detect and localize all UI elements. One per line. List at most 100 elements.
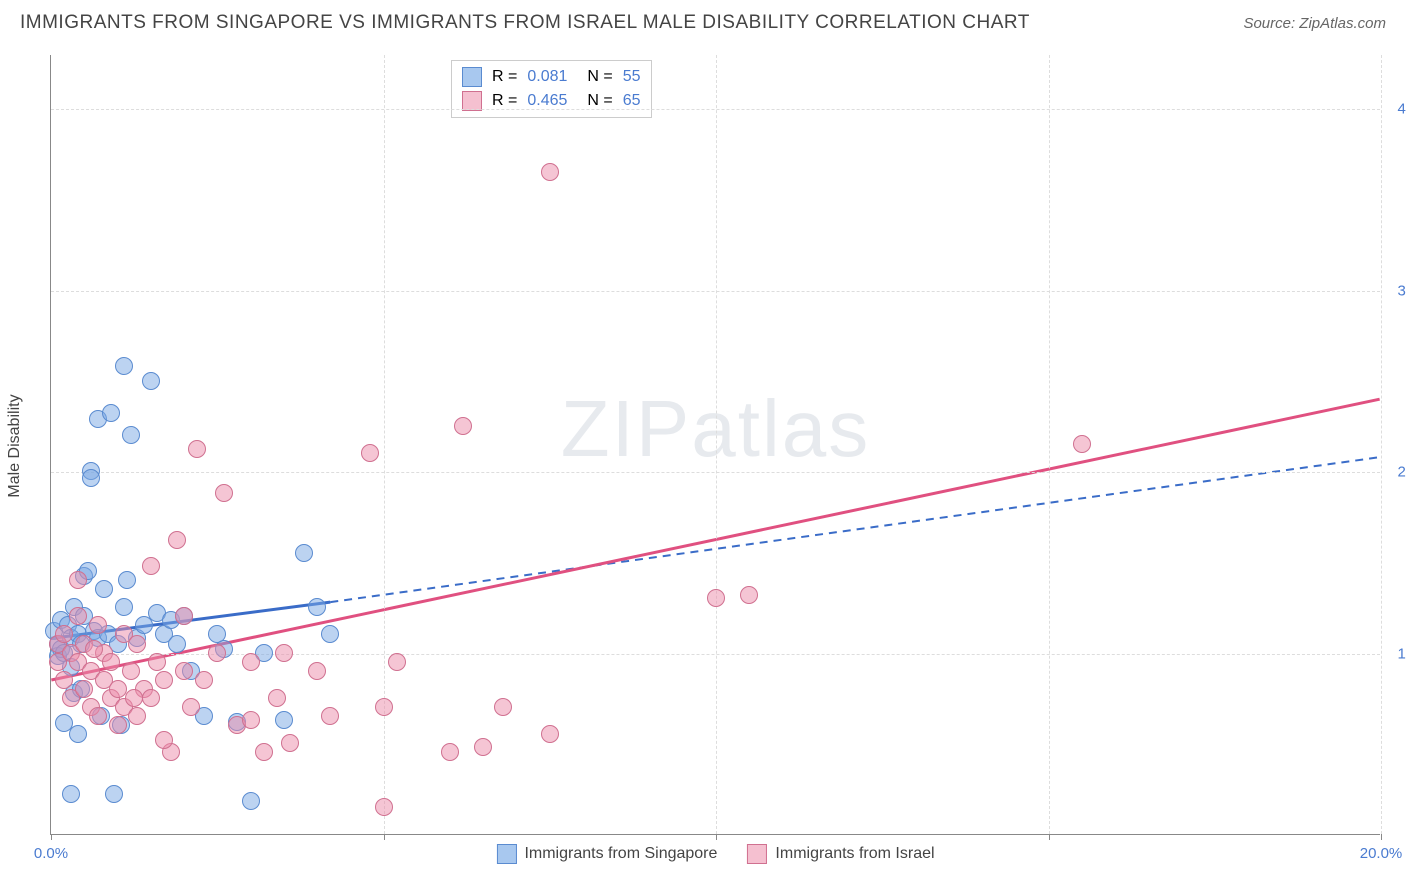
data-point-singapore <box>82 469 100 487</box>
data-point-israel <box>375 798 393 816</box>
data-point-singapore <box>295 544 313 562</box>
swatch-israel <box>462 91 482 111</box>
data-point-israel <box>148 653 166 671</box>
data-point-israel <box>142 557 160 575</box>
data-point-israel <box>195 671 213 689</box>
data-point-singapore <box>168 635 186 653</box>
data-point-israel <box>441 743 459 761</box>
swatch-singapore <box>462 67 482 87</box>
data-point-singapore <box>105 785 123 803</box>
data-point-israel <box>182 698 200 716</box>
data-point-israel <box>109 680 127 698</box>
data-point-israel <box>155 731 173 749</box>
xtick-label: 0.0% <box>34 845 68 862</box>
n-label: N = <box>587 92 612 110</box>
xtick-label: 20.0% <box>1360 845 1403 862</box>
data-point-israel <box>175 607 193 625</box>
n-label: N = <box>587 68 612 86</box>
data-point-israel <box>740 586 758 604</box>
data-point-israel <box>102 653 120 671</box>
data-point-israel <box>242 653 260 671</box>
xtick-mark <box>1049 834 1050 840</box>
ytick-label: 20.0% <box>1385 464 1406 481</box>
data-point-israel <box>268 689 286 707</box>
data-point-israel <box>122 662 140 680</box>
r-value: 0.465 <box>527 92 567 110</box>
data-point-israel <box>388 653 406 671</box>
data-point-israel <box>494 698 512 716</box>
data-point-singapore <box>69 725 87 743</box>
data-point-israel <box>242 711 260 729</box>
r-label: R = <box>492 68 517 86</box>
legend-item-singapore: Immigrants from Singapore <box>496 844 717 864</box>
data-point-israel <box>707 589 725 607</box>
legend-row-singapore: R = 0.081 N = 55 <box>462 65 641 89</box>
data-point-israel <box>1073 435 1091 453</box>
legend-item-israel: Immigrants from Israel <box>747 844 934 864</box>
y-axis-label: Male Disability <box>6 394 24 497</box>
data-point-israel <box>175 662 193 680</box>
data-point-singapore <box>95 580 113 598</box>
data-point-israel <box>69 571 87 589</box>
data-point-israel <box>89 616 107 634</box>
data-point-israel <box>155 671 173 689</box>
n-value: 65 <box>623 92 641 110</box>
ytick-label: 10.0% <box>1385 645 1406 662</box>
xtick-mark <box>716 834 717 840</box>
data-point-israel <box>168 531 186 549</box>
data-point-israel <box>188 440 206 458</box>
ytick-label: 40.0% <box>1385 101 1406 118</box>
n-value: 55 <box>623 68 641 86</box>
data-point-israel <box>55 671 73 689</box>
data-point-israel <box>128 707 146 725</box>
data-point-israel <box>208 644 226 662</box>
plot-area: ZIPatlas R = 0.081 N = 55 R = 0.465 N = … <box>50 55 1380 835</box>
ytick-label: 30.0% <box>1385 282 1406 299</box>
data-point-singapore <box>62 785 80 803</box>
data-point-israel <box>75 680 93 698</box>
data-point-singapore <box>102 404 120 422</box>
data-point-israel <box>375 698 393 716</box>
data-point-singapore <box>142 372 160 390</box>
legend-label: Immigrants from Singapore <box>524 845 717 863</box>
r-value: 0.081 <box>527 68 567 86</box>
data-point-singapore <box>122 426 140 444</box>
data-point-singapore <box>275 711 293 729</box>
source-label: Source: ZipAtlas.com <box>1243 15 1386 32</box>
r-label: R = <box>492 92 517 110</box>
data-point-israel <box>541 163 559 181</box>
data-point-israel <box>474 738 492 756</box>
data-point-israel <box>85 640 103 658</box>
data-point-singapore <box>115 598 133 616</box>
data-point-singapore <box>115 357 133 375</box>
data-point-israel <box>55 625 73 643</box>
data-point-israel <box>361 444 379 462</box>
header: IMMIGRANTS FROM SINGAPORE VS IMMIGRANTS … <box>0 0 1406 42</box>
data-point-israel <box>541 725 559 743</box>
gridline-v <box>1381 55 1382 834</box>
gridline-v <box>716 55 717 834</box>
gridline-v <box>1049 55 1050 834</box>
data-point-israel <box>142 689 160 707</box>
data-point-israel <box>454 417 472 435</box>
gridline-v <box>384 55 385 834</box>
data-point-singapore <box>118 571 136 589</box>
swatch-israel <box>747 844 767 864</box>
xtick-mark <box>384 834 385 840</box>
data-point-israel <box>321 707 339 725</box>
swatch-singapore <box>496 844 516 864</box>
data-point-singapore <box>321 625 339 643</box>
xtick-mark <box>1381 834 1382 840</box>
data-point-israel <box>275 644 293 662</box>
data-point-singapore <box>242 792 260 810</box>
data-point-israel <box>128 635 146 653</box>
data-point-israel <box>89 707 107 725</box>
data-point-israel <box>125 689 143 707</box>
data-point-israel <box>255 743 273 761</box>
data-point-israel <box>215 484 233 502</box>
data-point-israel <box>308 662 326 680</box>
data-point-israel <box>69 607 87 625</box>
data-point-israel <box>281 734 299 752</box>
xtick-mark <box>51 834 52 840</box>
data-point-singapore <box>308 598 326 616</box>
